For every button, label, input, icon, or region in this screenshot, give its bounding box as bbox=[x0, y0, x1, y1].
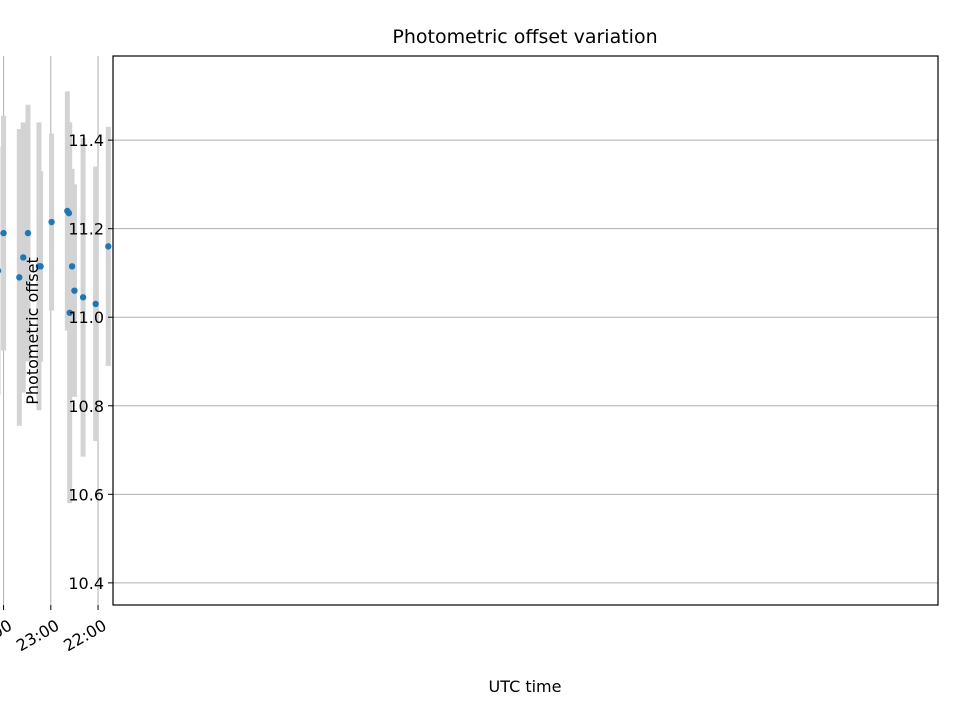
data-point bbox=[16, 274, 23, 281]
y-tick-label: 10.4 bbox=[68, 574, 104, 593]
data-point bbox=[24, 229, 32, 237]
y-tick-label: 11.4 bbox=[68, 131, 104, 150]
y-tick-label: 11.0 bbox=[68, 308, 104, 327]
data-point bbox=[0, 229, 7, 237]
data-point bbox=[92, 300, 99, 308]
data-point bbox=[48, 218, 55, 226]
data-point bbox=[71, 287, 78, 294]
y-tick-label: 11.2 bbox=[68, 220, 104, 239]
data-point bbox=[0, 268, 2, 274]
y-tick-label: 10.8 bbox=[68, 397, 104, 416]
data-point bbox=[68, 263, 76, 270]
data-point bbox=[105, 243, 112, 250]
y-axis: 10.4 10.6 10.8 11.0 11.2 11.4 bbox=[68, 131, 113, 593]
data-point bbox=[20, 254, 27, 261]
chart-title: Photometric offset variation bbox=[392, 26, 657, 48]
plot-frame bbox=[112, 55, 939, 606]
data-point bbox=[64, 207, 71, 215]
data-points bbox=[0, 207, 112, 316]
data-point bbox=[66, 309, 73, 316]
y-axis-label: Photometric offset bbox=[23, 257, 42, 405]
y-tick-label: 10.6 bbox=[68, 485, 104, 504]
x-axis-label: UTC time bbox=[489, 677, 562, 696]
data-point bbox=[35, 263, 43, 270]
data-point bbox=[79, 294, 87, 301]
